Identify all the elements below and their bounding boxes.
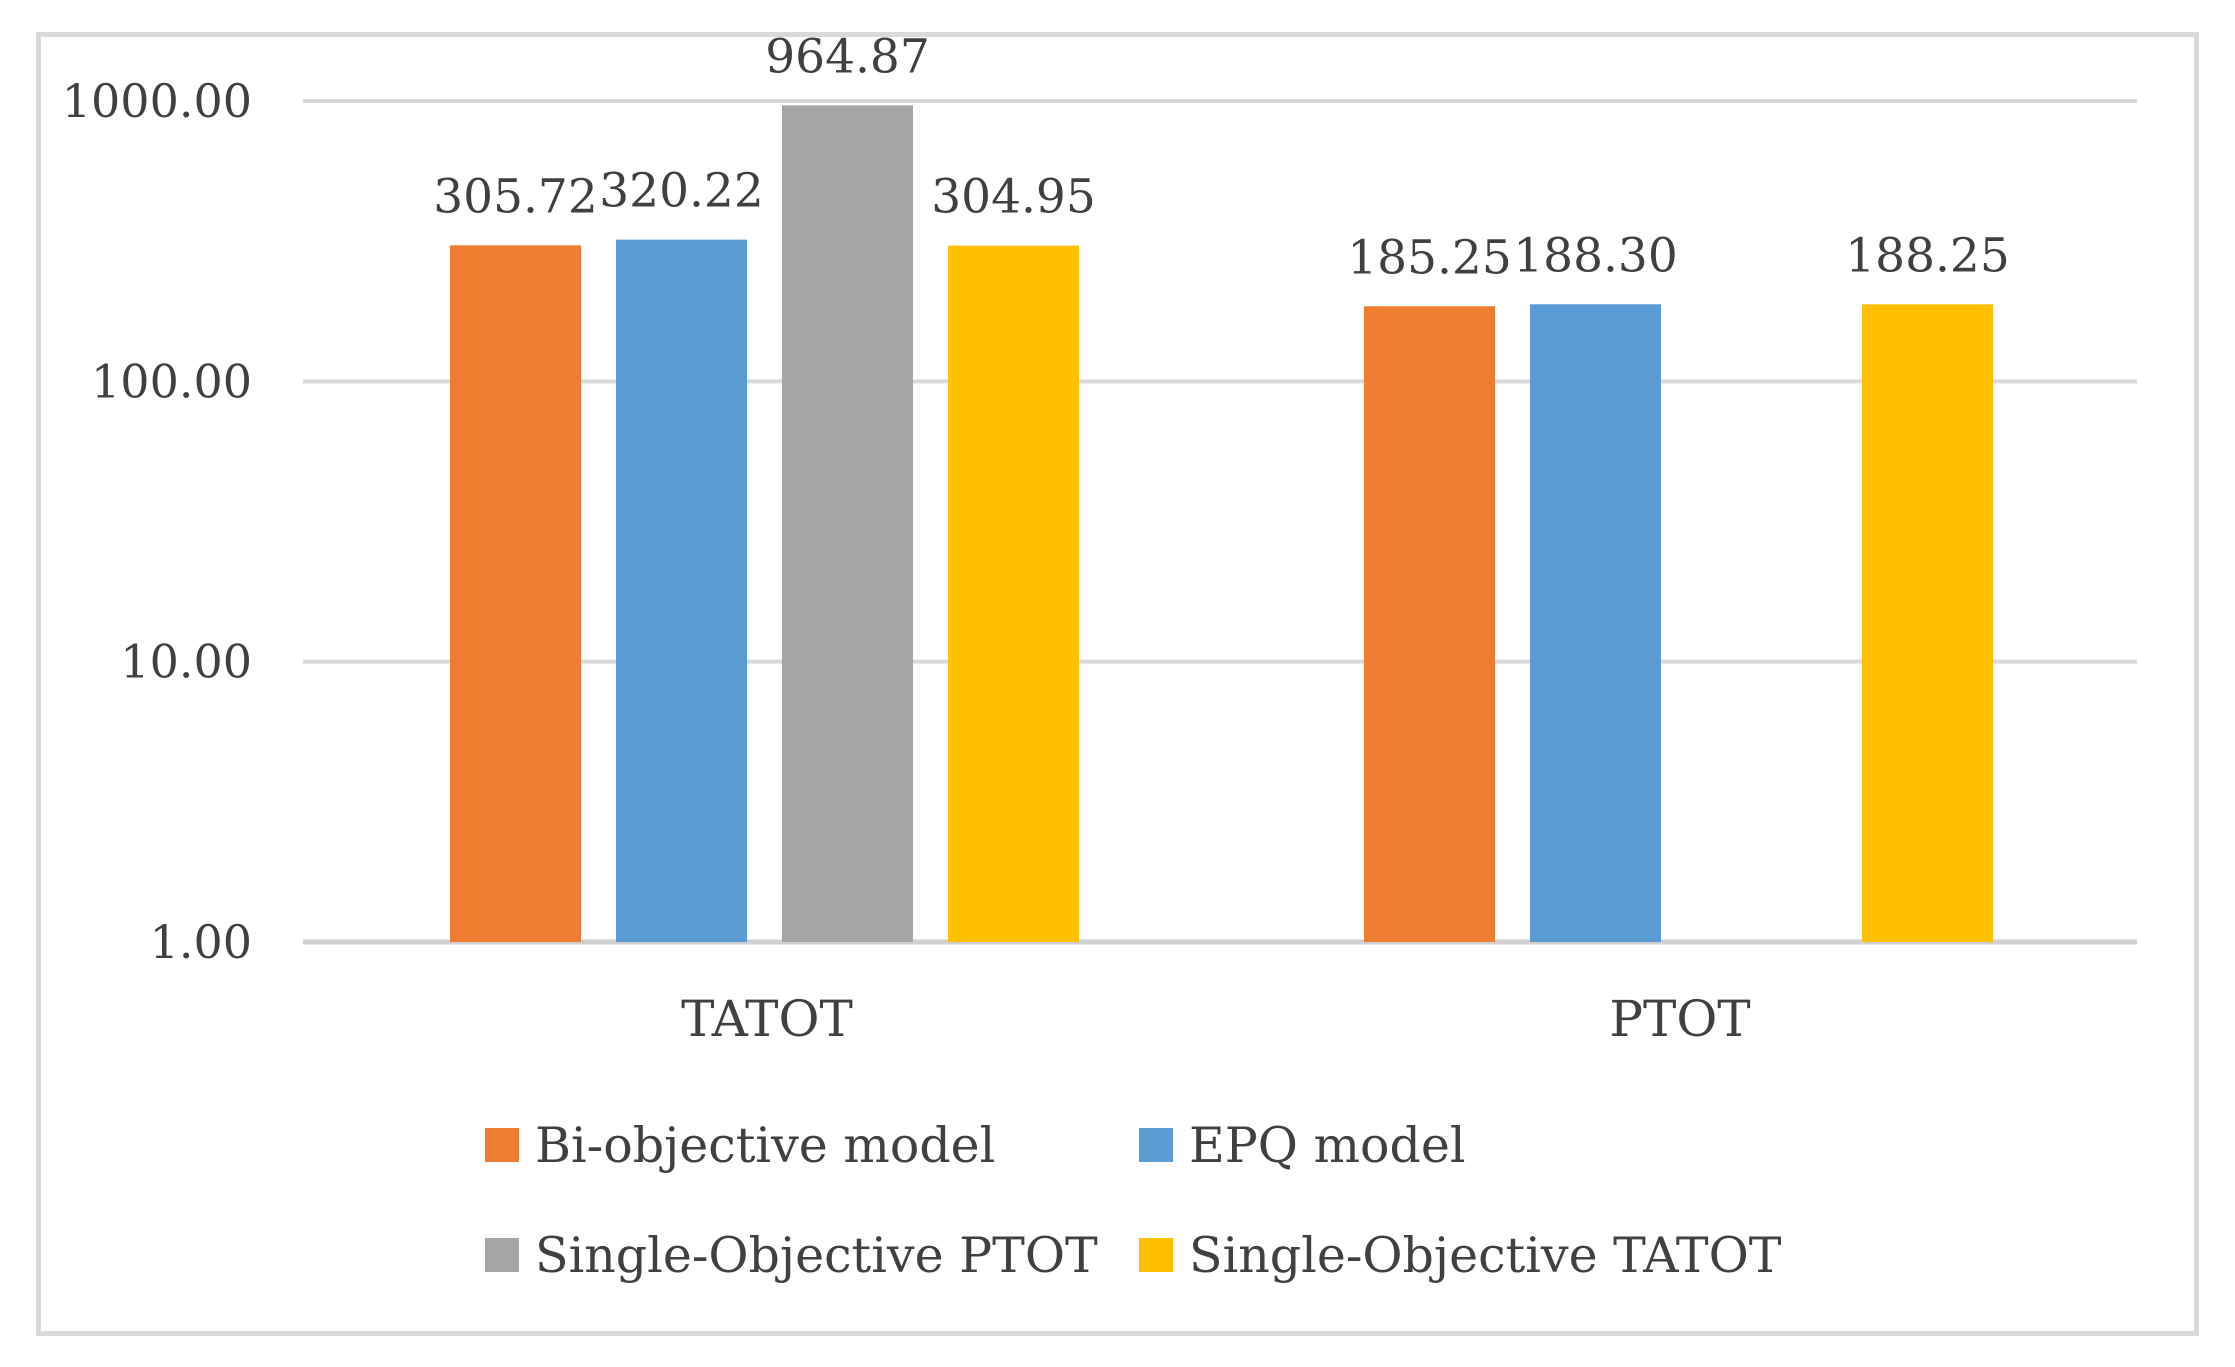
chart-frame <box>36 32 2199 1336</box>
legend-label: Single-Objective PTOT <box>535 1227 1098 1284</box>
legend-label: EPQ model <box>1189 1117 1466 1174</box>
bar-tatot-epq-model <box>616 239 747 942</box>
gridlines <box>303 99 2137 945</box>
y-tick-label: 1000.00 <box>62 74 252 128</box>
data-label: 320.22 <box>599 164 763 219</box>
data-label: 188.25 <box>1845 228 2009 283</box>
y-tick-label: 100.00 <box>91 354 252 408</box>
legend-swatch <box>485 1238 519 1272</box>
legend-swatch <box>1139 1128 1173 1162</box>
y-tick-label: 10.00 <box>120 635 252 689</box>
x-category-label: PTOT <box>1609 990 1750 1048</box>
legend-swatch <box>1139 1238 1173 1272</box>
bar-ptot-single-objective-tatot <box>1862 304 1993 943</box>
y-axis-ticks: 1.00 10.00 100.00 1000.00 <box>62 74 252 969</box>
legend: Bi-objective model EPQ model Single-Object… <box>485 1117 1782 1284</box>
bar-tatot-bi-objective-model <box>450 245 581 942</box>
y-tick-label: 1.00 <box>150 915 252 969</box>
legend-item: Single-Objective TATOT <box>1139 1227 1782 1284</box>
data-labels: 305.72 320.22 964.87 304.95 185.25 188.30 188.… <box>433 29 2009 285</box>
bar-tatot-single-objective-tatot <box>948 245 1079 943</box>
data-label: 305.72 <box>433 169 597 224</box>
legend-label: Bi-objective model <box>535 1117 995 1174</box>
data-label: 185.25 <box>1347 230 1511 285</box>
x-axis-categories: TATOT PTOT <box>681 990 1751 1048</box>
bar-tatot-single-objective-ptot <box>782 105 913 943</box>
x-category-label: TATOT <box>681 990 853 1048</box>
legend-swatch <box>485 1128 519 1162</box>
legend-item: Bi-objective model <box>485 1117 995 1174</box>
legend-item: EPQ model <box>1139 1117 1466 1174</box>
data-label: 964.87 <box>765 29 929 84</box>
bar-ptot-epq-model <box>1530 304 1661 942</box>
legend-item: Single-Objective PTOT <box>485 1227 1098 1284</box>
data-label: 304.95 <box>931 170 1095 225</box>
bars <box>450 105 1993 943</box>
legend-label: Single-Objective TATOT <box>1189 1227 1782 1284</box>
bar-ptot-bi-objective-model <box>1364 306 1495 942</box>
data-label: 188.30 <box>1513 228 1677 283</box>
